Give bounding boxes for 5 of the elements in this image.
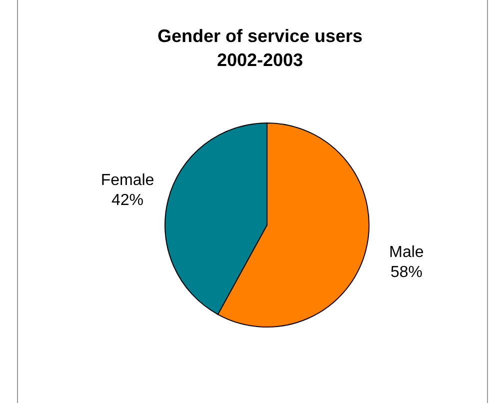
data-label: 42% <box>112 192 144 210</box>
data-label: 58% <box>390 264 422 281</box>
slice-label: Male <box>389 244 424 261</box>
chart-title: Gender of service users 2002-2003 <box>156 25 364 72</box>
slice-label: Female <box>100 172 154 190</box>
